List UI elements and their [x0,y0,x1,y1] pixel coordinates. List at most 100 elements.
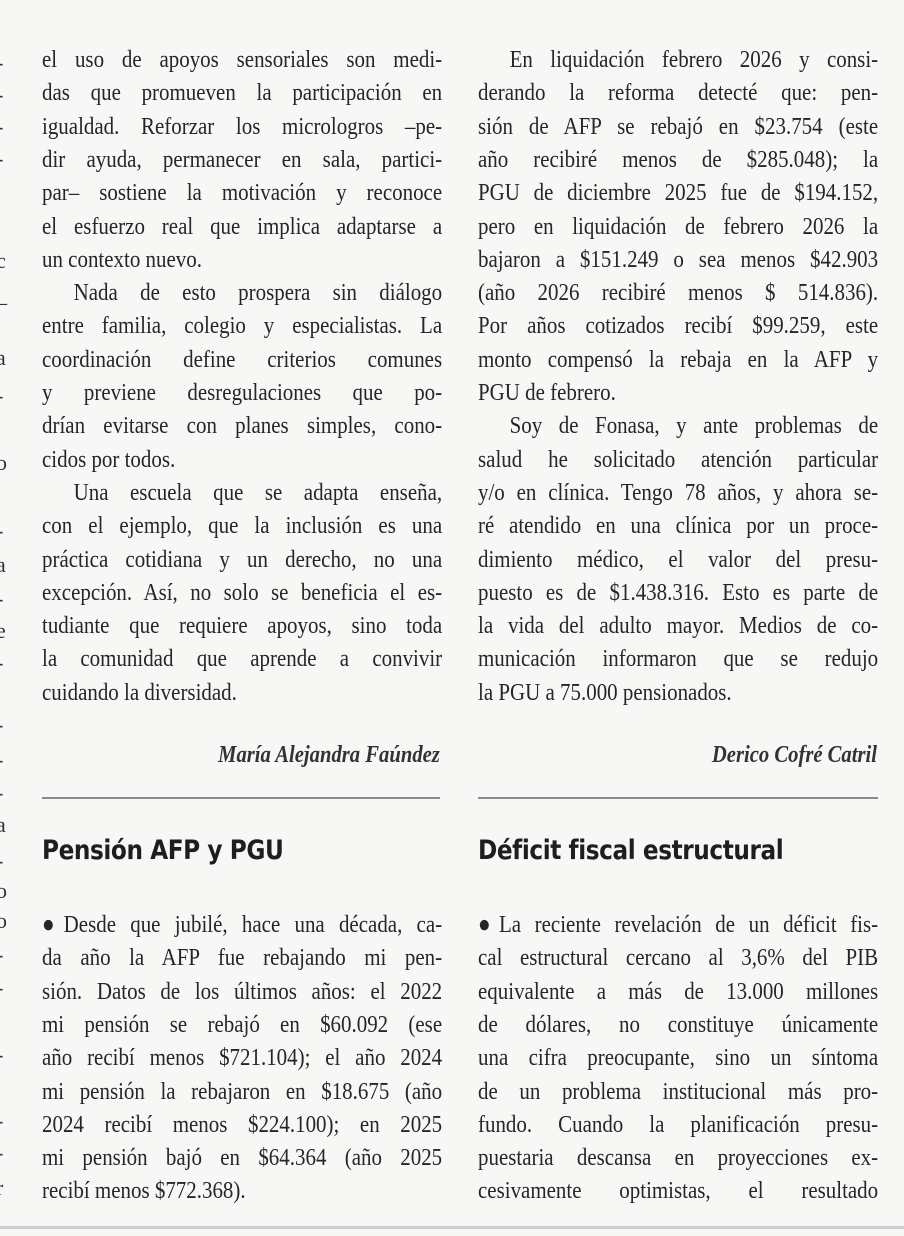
text-line-content: Soy de Fonasa, y ante problemas de [509,412,879,440]
text-line: sión. Datos de los últimos años: el 2022 [42,975,442,1009]
text-line: puestaria descansa en proyecciones ex- [478,1141,878,1175]
text-line: de dólares, no constituye únicamente [478,1008,878,1042]
text-line: (año 2026 recibiré menos $ 514.836). [478,276,878,310]
text-line: la PGU a 75.000 pensionados. [478,676,878,710]
text-line-content: entre familia, colegio y especialistas. … [42,312,443,340]
text-line: municación informaron que se redujo [478,642,878,676]
edge-fragment: - [0,586,3,612]
text-line: mi pensión bajó en $64.364 (año 2025 [42,1141,442,1175]
text-line-content: recibí menos $772.368). [42,1177,246,1205]
text-line-content: dir ayuda, permanecer en sala, partici- [42,145,443,173]
text-line-content: sión de AFP se rebajó en $23.754 (este [478,112,879,140]
text-line-content: coordinación define criterios comunes [42,345,443,373]
text-line: monto compensó la rebaja en la AFP y [478,343,878,377]
text-line: das que promueven la participación en [42,76,442,110]
edge-fragment: - [0,650,3,676]
text-line: pero en liquidación de febrero 2026 la [478,210,878,244]
text-line-content: práctica cotidiana y un derecho, no una [42,545,443,573]
text-line-content: una cifra preocupante, sino un síntoma [478,1044,879,1072]
text-line: par– sostiene la motivación y reconoce [42,176,442,210]
text-line: salud he solicitado atención particular [478,443,878,477]
edge-fragment: o [0,878,7,903]
text-line: Nada de esto prospera sin diálogo [42,276,443,310]
text-line: puesto es de $1.438.316. Esto es parte d… [478,576,878,610]
text-line-content: ●La reciente revelación de un déficit fi… [478,911,879,938]
text-line: la vida del adulto mayor. Medios de co- [478,609,878,643]
edge-fragment: r [0,1175,3,1201]
text-line: fundo. Cuando la planificación presu- [478,1108,878,1142]
text-line-content: PGU de febrero. [478,379,616,406]
text-line: entre familia, colegio y especialistas. … [42,309,442,343]
text-line: práctica cotidiana y un derecho, no una [42,543,442,577]
text-line: de un problema institucional más pro- [478,1075,878,1109]
text-line: cuidando la diversidad. [42,676,442,710]
text-line-content: bajaron a $151.249 o sea menos $42.903 [478,245,879,273]
text-line-content: año recibí menos $721.104); el año 2024 [42,1044,443,1072]
edge-fragment: - [0,518,3,544]
text-line-content: excepción. Así, no solo se beneficia el … [42,578,443,606]
text-line: drían evitarse con planes simples, cono- [42,409,442,443]
text-line-content: un contexto nuevo. [42,245,202,273]
edge-fragment: - [0,712,3,738]
edge-fragment: - [0,747,3,773]
text-line-content: de dólares, no constituye únicamente [478,1010,879,1038]
edge-fragment: - [0,383,3,409]
text-line-content: salud he solicitado atención particular [478,445,879,473]
text-line-content: ●Desde que jubilé, hace una década, ca- [42,911,443,938]
heading-pension-afp-pgu: Pensión AFP y PGU [42,835,284,866]
text-line-content: cuidando la diversidad. [42,678,237,706]
text-line: mi pensión se rebajó en $60.092 (ese [42,1008,442,1042]
text-line-content: mi pensión la rebajaron en $18.675 (año [42,1077,443,1105]
text-line-content: dimiento médico, el valor del presu- [478,545,879,573]
signature-maria-alejandra-faundez: María Alejandra Faúndez [218,742,440,768]
text-line-content: PGU de diciembre 2025 fue de $194.152, [478,179,879,207]
divider-right [478,797,878,799]
text-line-content: 2024 recibí menos $224.100); en 2025 [42,1110,443,1138]
heading-deficit-fiscal: Déficit fiscal estructural [478,835,784,866]
text-line-content: Una escuela que se adapta enseña, [73,478,443,506]
text-line-content: mi pensión se rebajó en $60.092 (ese [42,1010,443,1038]
text-line-content: Nada de esto prospera sin diálogo [73,279,443,307]
edge-fragment: - [0,82,3,108]
edge-fragment: - [0,114,3,140]
text-line-content: cal estructural cercano al 3,6% del PIB [478,944,879,972]
text-line-content: tudiante que requiere apoyos, sino toda [42,612,443,640]
text-line: Soy de Fonasa, y ante problemas de [478,409,879,443]
text-line: sión de AFP se rebajó en $23.754 (este [478,110,878,144]
text-line-content: monto compensó la rebaja en la AFP y [478,345,879,373]
text-line-content: y previene desregulaciones que po- [42,379,443,406]
text-line-content: En liquidación febrero 2026 y consi- [509,46,879,73]
text-line-content: das que promueven la participación en [42,79,443,107]
text-line-content: año recibiré menos de $285.048); la [478,145,879,173]
text-line-content: drían evitarse con planes simples, cono- [42,412,443,440]
edge-fragment: a [0,345,6,370]
edge-fragment: e [0,618,6,643]
text-line-content: ré atendido en una clínica por un proce- [478,512,879,540]
edge-fragment: - [0,1140,3,1166]
text-line: recibí menos $772.368). [42,1174,442,1208]
text-line: el esfuerzo real que implica adaptarse a [42,210,442,244]
edge-fragment: - [0,975,3,1001]
text-line-content: la comunidad que aprende a convivir [42,645,443,673]
edge-fragment: a [0,552,6,577]
text-line: cesivamente optimistas, el resultado [478,1174,878,1208]
text-line: cidos por todos. [42,443,442,477]
text-line-content: mi pensión bajó en $64.364 (año 2025 [42,1144,443,1172]
edge-fragment: o [0,450,7,475]
text-line: dir ayuda, permanecer en sala, partici- [42,143,442,177]
text-line-content: el esfuerzo real que implica adaptarse a [42,212,443,240]
edge-fragment: - [0,942,3,968]
text-line: mi pensión la rebajaron en $18.675 (año [42,1075,442,1109]
text-line: ●Desde que jubilé, hace una década, ca- [42,908,442,942]
text-line: ré atendido en una clínica por un proce- [478,509,878,543]
text-line: coordinación define criterios comunes [42,343,442,377]
text-line-content: de un problema institucional más pro- [478,1077,879,1105]
text-line-content: igualdad. Reforzar los micrologros –pe- [42,112,443,140]
text-line-content: y/o en clínica. Tengo 78 años, y ahora s… [478,478,879,506]
text-line: Una escuela que se adapta enseña, [42,476,443,510]
text-line-content: Por años cotizados recibí $99.259, este [478,312,879,340]
edge-fragment: _ [0,282,7,308]
text-line: excepción. Así, no solo se beneficia el … [42,576,442,610]
edge-fragment: . [0,1075,2,1101]
text-line-content: puestaria descansa en proyecciones ex- [478,1144,879,1172]
